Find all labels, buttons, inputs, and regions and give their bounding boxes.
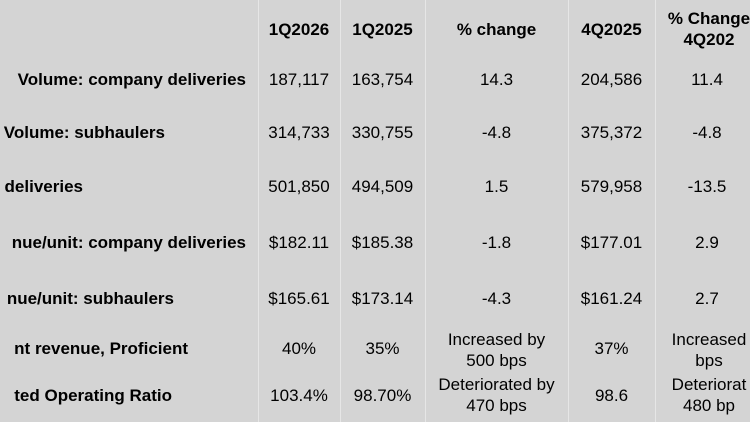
column-divider <box>340 0 341 422</box>
cell-value: 501,850 <box>268 176 330 196</box>
cell-value: Increased by 500 bps <box>447 330 546 370</box>
cell-value: 314,733 <box>268 122 330 142</box>
row-label-operating-ratio: ted Operating Ratio <box>14 385 172 405</box>
row-label-revenue-company: nue/unit: company deliveries <box>11 232 246 252</box>
row-label-volume-company: Volume: company deliveries <box>17 69 246 89</box>
cell-value: 330,755 <box>351 122 414 142</box>
cell-value: $161.24 <box>580 288 643 308</box>
cell-value: -1.8 <box>481 232 512 252</box>
cell-value: 35% <box>365 338 400 358</box>
row-label-proficient-revenue: nt revenue, Proficient <box>14 338 188 358</box>
header-1q2026: 1Q2026 <box>268 19 330 39</box>
cell-value: $165.61 <box>268 288 330 308</box>
cell-value: 204,586 <box>580 69 643 89</box>
cell-value: 494,509 <box>351 176 414 196</box>
cell-value: 1.5 <box>484 176 509 196</box>
cell-value: -4.8 <box>481 122 512 142</box>
column-divider <box>258 0 259 422</box>
cell-value: -4.8 <box>692 122 722 142</box>
header-pct-change-4q: % Change 4Q202 <box>667 9 750 49</box>
cell-value: 2.9 <box>695 232 719 252</box>
header-pct-change: % change <box>456 19 537 39</box>
cell-value: 14.3 <box>479 69 514 89</box>
cell-value: -4.3 <box>481 288 512 308</box>
cell-value: 375,372 <box>580 122 643 142</box>
cell-value: 11.4 <box>691 69 723 89</box>
cell-value: $177.01 <box>580 232 643 252</box>
header-1q2025: 1Q2025 <box>352 19 413 39</box>
row-label-deliveries: deliveries <box>4 176 83 196</box>
row-label-volume-subhaulers: Volume: subhaulers <box>3 122 165 142</box>
cell-value: -13.5 <box>687 176 727 196</box>
column-divider <box>568 0 569 422</box>
cell-value: $173.14 <box>351 288 414 308</box>
cell-value: 187,117 <box>268 69 330 89</box>
column-divider <box>425 0 426 422</box>
cell-value: 40% <box>281 338 317 358</box>
cell-value: Deteriorated by 470 bps <box>438 375 555 415</box>
column-divider <box>655 0 656 422</box>
cell-value: 579,958 <box>580 176 643 196</box>
cell-value: 103.4% <box>270 385 328 405</box>
header-4q2025: 4Q2025 <box>581 19 642 39</box>
cell-value: $182.11 <box>268 232 330 252</box>
cell-value: 2.7 <box>695 288 719 308</box>
cell-value: 37% <box>594 338 629 358</box>
cell-value: Increased bps <box>671 330 747 370</box>
row-label-revenue-subhaulers: nue/unit: subhaulers <box>6 288 174 308</box>
cell-value: 98.6 <box>594 385 629 405</box>
cell-value: 163,754 <box>351 69 414 89</box>
cell-value: 98.70% <box>353 385 412 405</box>
cell-value: Deteriorat 480 bp <box>671 375 747 415</box>
cell-value: $185.38 <box>351 232 414 252</box>
